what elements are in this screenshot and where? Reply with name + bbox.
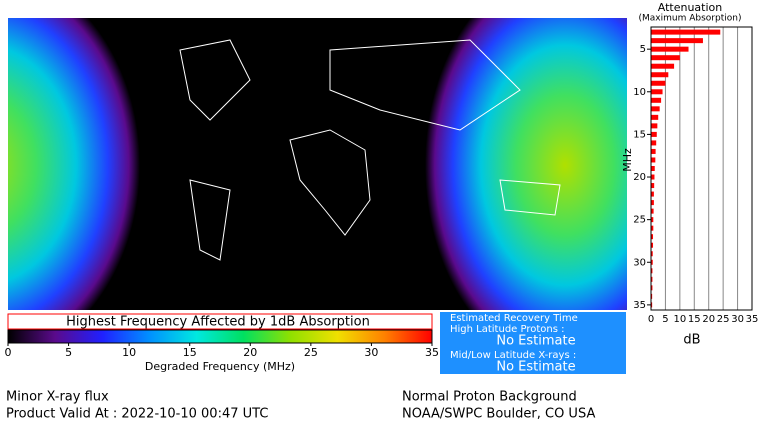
x-tick-label: 15 — [688, 314, 701, 325]
recovery-low-label: Mid/Low Latitude X-rays : — [450, 350, 576, 361]
y-tick-label: 10 — [633, 87, 646, 98]
x-axis-label: dB — [683, 333, 700, 348]
x-tick-label: 0 — [5, 346, 12, 359]
y-tick-label: 25 — [633, 215, 646, 226]
x-tick-label: 20 — [702, 314, 715, 325]
bar — [651, 208, 654, 214]
x-tick-label: 0 — [648, 314, 654, 325]
bar — [651, 80, 666, 86]
x-tick-label: 10 — [122, 346, 136, 359]
y-tick-label: 15 — [633, 129, 646, 140]
colorbar-title: Highest Frequency Affected by 1dB Absorp… — [66, 315, 370, 330]
bar — [651, 183, 655, 189]
footer-text: Minor X-ray flux — [6, 390, 109, 405]
bar — [651, 191, 654, 197]
bar — [651, 29, 721, 35]
bar — [651, 251, 653, 257]
recovery-title: Estimated Recovery Time — [450, 313, 578, 324]
x-tick-label: 25 — [717, 314, 730, 325]
bar — [651, 97, 662, 103]
x-tick-label: 20 — [243, 346, 257, 359]
bar — [651, 131, 657, 137]
bar — [651, 302, 653, 308]
y-tick-label: 35 — [633, 300, 646, 311]
x-tick-label: 35 — [425, 346, 439, 359]
bar — [651, 268, 653, 274]
plot-frame — [650, 26, 753, 311]
colorbar — [7, 329, 433, 344]
footer-text: Product Valid At : 2022-10-10 00:47 UTC — [6, 407, 268, 422]
bar — [651, 55, 680, 61]
bar — [651, 46, 689, 52]
bar — [651, 72, 669, 78]
x-tick-label: 30 — [364, 346, 378, 359]
x-tick-label: 35 — [746, 314, 758, 325]
bar — [651, 63, 675, 69]
x-tick-label: 5 — [662, 314, 668, 325]
bar — [651, 174, 655, 180]
colorbar-title-box — [7, 313, 433, 330]
footer-text: NOAA/SWPC Boulder, CO USA — [402, 407, 595, 422]
x-tick-label: 10 — [673, 314, 686, 325]
recovery-high-label: High Latitude Protons : — [450, 324, 565, 335]
bar — [651, 276, 653, 282]
bar — [651, 293, 653, 299]
recovery-box: Estimated Recovery Time High Latitude Pr… — [440, 312, 626, 375]
y-tick-label: 30 — [633, 257, 646, 268]
recovery-high-value: No Estimate — [496, 334, 575, 349]
bar — [651, 106, 660, 112]
x-tick-label: 30 — [731, 314, 744, 325]
bar — [651, 242, 654, 248]
colorbar-label: Degraded Frequency (MHz) — [145, 360, 295, 373]
x-tick-label: 15 — [183, 346, 197, 359]
bar — [651, 200, 654, 206]
chart-subtitle: (Maximum Absorption) — [639, 14, 742, 24]
y-tick-label: 5 — [640, 44, 646, 55]
recovery-low-value: No Estimate — [496, 360, 575, 375]
x-tick-label: 25 — [304, 346, 318, 359]
bar — [651, 259, 653, 265]
bar — [651, 89, 663, 95]
bar — [651, 38, 703, 44]
chart-title: Attenuation — [658, 1, 723, 14]
bar — [651, 123, 658, 129]
bar — [651, 217, 654, 223]
bar — [651, 140, 657, 146]
plot-area — [651, 27, 752, 310]
absorption-map — [8, 18, 627, 310]
bar — [651, 285, 653, 291]
bar — [651, 166, 655, 171]
x-tick-label: 5 — [65, 346, 72, 359]
bar — [651, 225, 654, 231]
bar — [651, 157, 656, 163]
bar — [651, 234, 654, 240]
bar — [651, 148, 656, 154]
bar — [651, 114, 659, 120]
footer-text: Normal Proton Background — [402, 390, 577, 405]
y-axis-label: MHz — [621, 148, 634, 172]
y-tick-label: 20 — [633, 172, 646, 183]
